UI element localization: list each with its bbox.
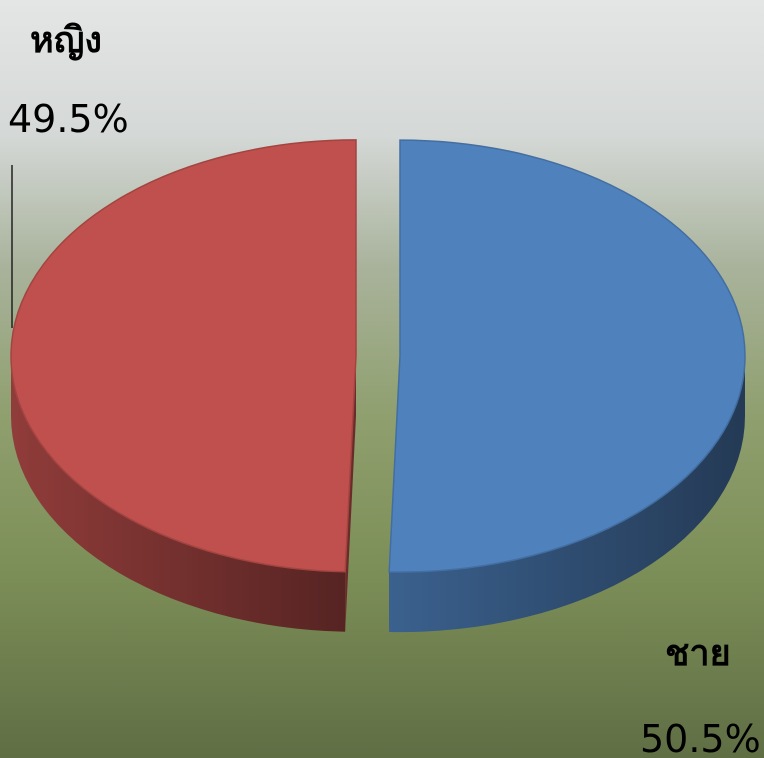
slice-wall [345,355,357,632]
slice-value-label: 49.5% [8,97,129,141]
pie [10,139,746,633]
slice-value-label: 50.5% [640,717,761,758]
slice-side [389,356,745,633]
slice [388,139,746,573]
slice-label: ชาย [665,633,731,674]
slice-side [11,355,346,632]
slice-label: หญิง [30,20,102,61]
slice [10,139,357,573]
